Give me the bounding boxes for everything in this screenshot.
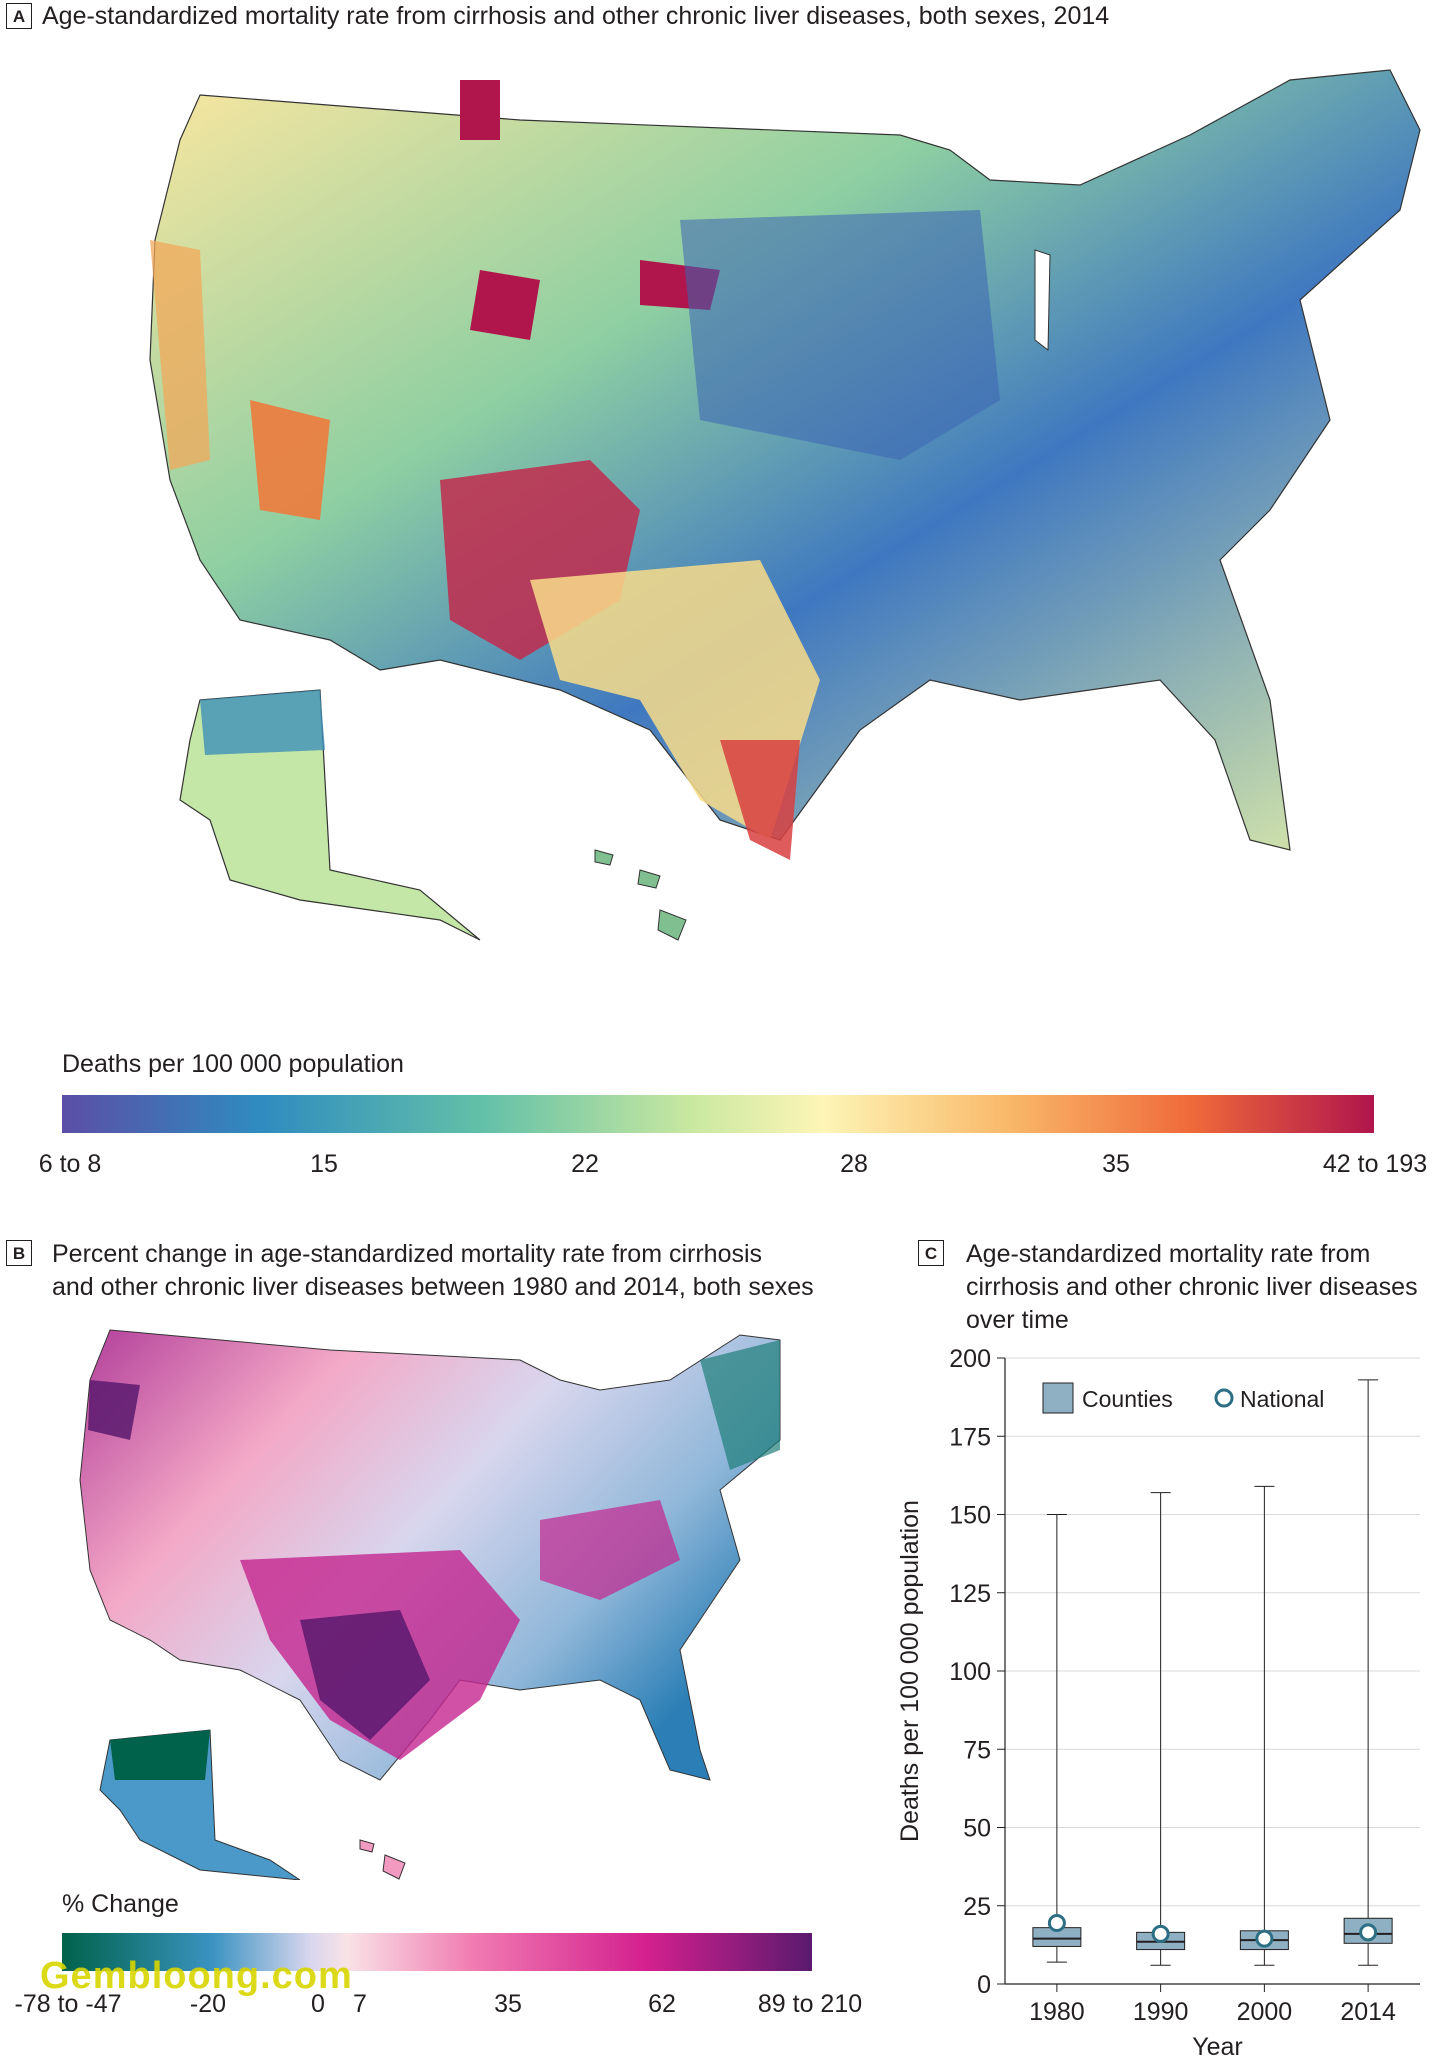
legend-counties-label: Counties <box>1082 1386 1173 1412</box>
y-tick-label: 75 <box>963 1736 991 1764</box>
y-tick-label: 50 <box>963 1815 991 1843</box>
x-tick-label: 2000 <box>1237 1998 1293 2026</box>
panel-b-title-line2: and other chronic liver diseases between… <box>52 1273 814 1301</box>
panel-c-boxplot: 0 25 50 75 100 125 150 175 200 Deaths per 100 000… <box>896 1345 1420 2059</box>
appalachia-magenta <box>540 1500 680 1600</box>
oregon-purple <box>88 1380 140 1440</box>
panel-b-tick: 35 <box>494 1990 522 2018</box>
panel-b-title-line1: Percent change in age-standardized morta… <box>52 1240 763 1268</box>
panel-b-badge: B <box>6 1240 32 1266</box>
northeast-green <box>700 1340 780 1470</box>
panel-b-tick: 89 to 210 <box>757 1990 863 2018</box>
legend-national-marker <box>1214 1388 1234 1408</box>
x-tick-label: 1980 <box>1029 1998 1085 2026</box>
hawaii-b <box>359 1839 406 1880</box>
y-tick-label: 25 <box>963 1893 991 1921</box>
y-axis-label: Deaths per 100 000 population <box>896 1500 924 1842</box>
national-point <box>1151 1924 1170 1943</box>
panel-c-title-line1: Age-standardized mortality rate from <box>966 1240 1371 1268</box>
panel-a-colorbar <box>62 1095 1374 1133</box>
y-tick-label: 150 <box>949 1502 991 1530</box>
panel-c-title-line3: over time <box>966 1306 1069 1334</box>
panel-b-colorbar <box>62 1933 812 1971</box>
y-tick-label: 0 <box>977 1971 991 1999</box>
wyoming-red <box>470 270 540 340</box>
panel-b-tick: -20 <box>189 1990 227 2018</box>
panel-a-title: Age-standardized mortality rate from cir… <box>42 2 1110 30</box>
y-tick-label: 100 <box>949 1658 991 1686</box>
x-tick-label: 1990 <box>1133 1998 1189 2026</box>
y-tick-label: 125 <box>949 1580 991 1608</box>
alaska-north-blue <box>200 690 325 755</box>
alaska-green <box>110 1730 210 1780</box>
national-point <box>1255 1929 1274 1948</box>
panel-c-badge: C <box>918 1240 944 1266</box>
panel-a-tick: 42 to 193 <box>1322 1150 1428 1178</box>
panel-a-tick: 28 <box>840 1150 868 1178</box>
national-point <box>1047 1913 1066 1932</box>
hawaii-islands <box>594 849 687 941</box>
panel-c-title-line2: cirrhosis and other chronic liver diseas… <box>966 1273 1418 1301</box>
panel-b-tick: 7 <box>353 1990 367 2018</box>
montana-red <box>460 80 500 140</box>
watermark: Gembloong.com <box>40 1955 353 1997</box>
y-tick-label: 200 <box>949 1345 991 1373</box>
legend-counties-swatch <box>1042 1382 1074 1414</box>
texas-purple <box>300 1610 430 1740</box>
panel-b-tick: 62 <box>648 1990 676 2018</box>
us-map-mortality-2014 <box>149 69 1421 941</box>
lake-michigan <box>1034 249 1051 351</box>
california-coast <box>150 240 210 470</box>
panel-a-tick: 35 <box>1102 1150 1130 1178</box>
us-contiguous-shape <box>149 69 1421 851</box>
x-axis-label: Year <box>1192 2033 1243 2059</box>
x-tick-label: 2014 <box>1340 1998 1396 2026</box>
panel-a-badge: A <box>6 3 32 29</box>
legend-national-label: National <box>1240 1386 1324 1412</box>
nevada-orange <box>250 400 330 520</box>
national-point <box>1359 1923 1378 1942</box>
panel-a-legend-title: Deaths per 100 000 population <box>62 1050 404 1078</box>
panel-b-legend-title: % Change <box>62 1890 179 1918</box>
midwest-blue <box>680 210 1000 460</box>
texas-south-red <box>720 740 800 860</box>
panel-a-tick: 22 <box>571 1150 599 1178</box>
panel-a-tick: 6 to 8 <box>38 1150 102 1178</box>
panel-b-tick: 0 <box>311 1990 325 2018</box>
us-map-percent-change <box>79 1329 781 1880</box>
panel-b-tick: -78 to -47 <box>14 1990 122 2018</box>
y-tick-label: 175 <box>949 1423 991 1451</box>
panel-a-tick: 15 <box>310 1150 338 1178</box>
